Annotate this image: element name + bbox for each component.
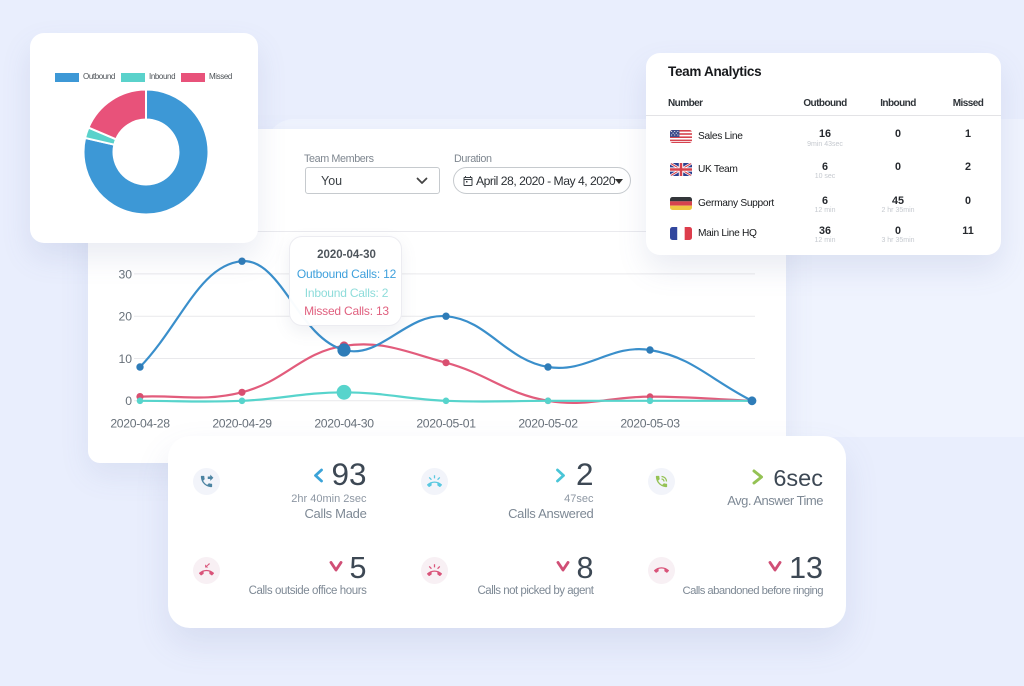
svg-text:2020-05-03: 2020-05-03 bbox=[620, 417, 680, 431]
svg-text:2020-04-28: 2020-04-28 bbox=[110, 417, 170, 431]
svg-text:10: 10 bbox=[118, 352, 132, 366]
svg-text:20: 20 bbox=[118, 310, 132, 324]
svg-text:2020-05-01: 2020-05-01 bbox=[416, 417, 476, 431]
svg-text:2020-04-30: 2020-04-30 bbox=[314, 417, 374, 431]
svg-text:2020-04-29: 2020-04-29 bbox=[212, 417, 272, 431]
svg-text:0: 0 bbox=[125, 394, 132, 408]
svg-text:2020-05-02: 2020-05-02 bbox=[518, 417, 578, 431]
svg-text:30: 30 bbox=[118, 267, 132, 281]
